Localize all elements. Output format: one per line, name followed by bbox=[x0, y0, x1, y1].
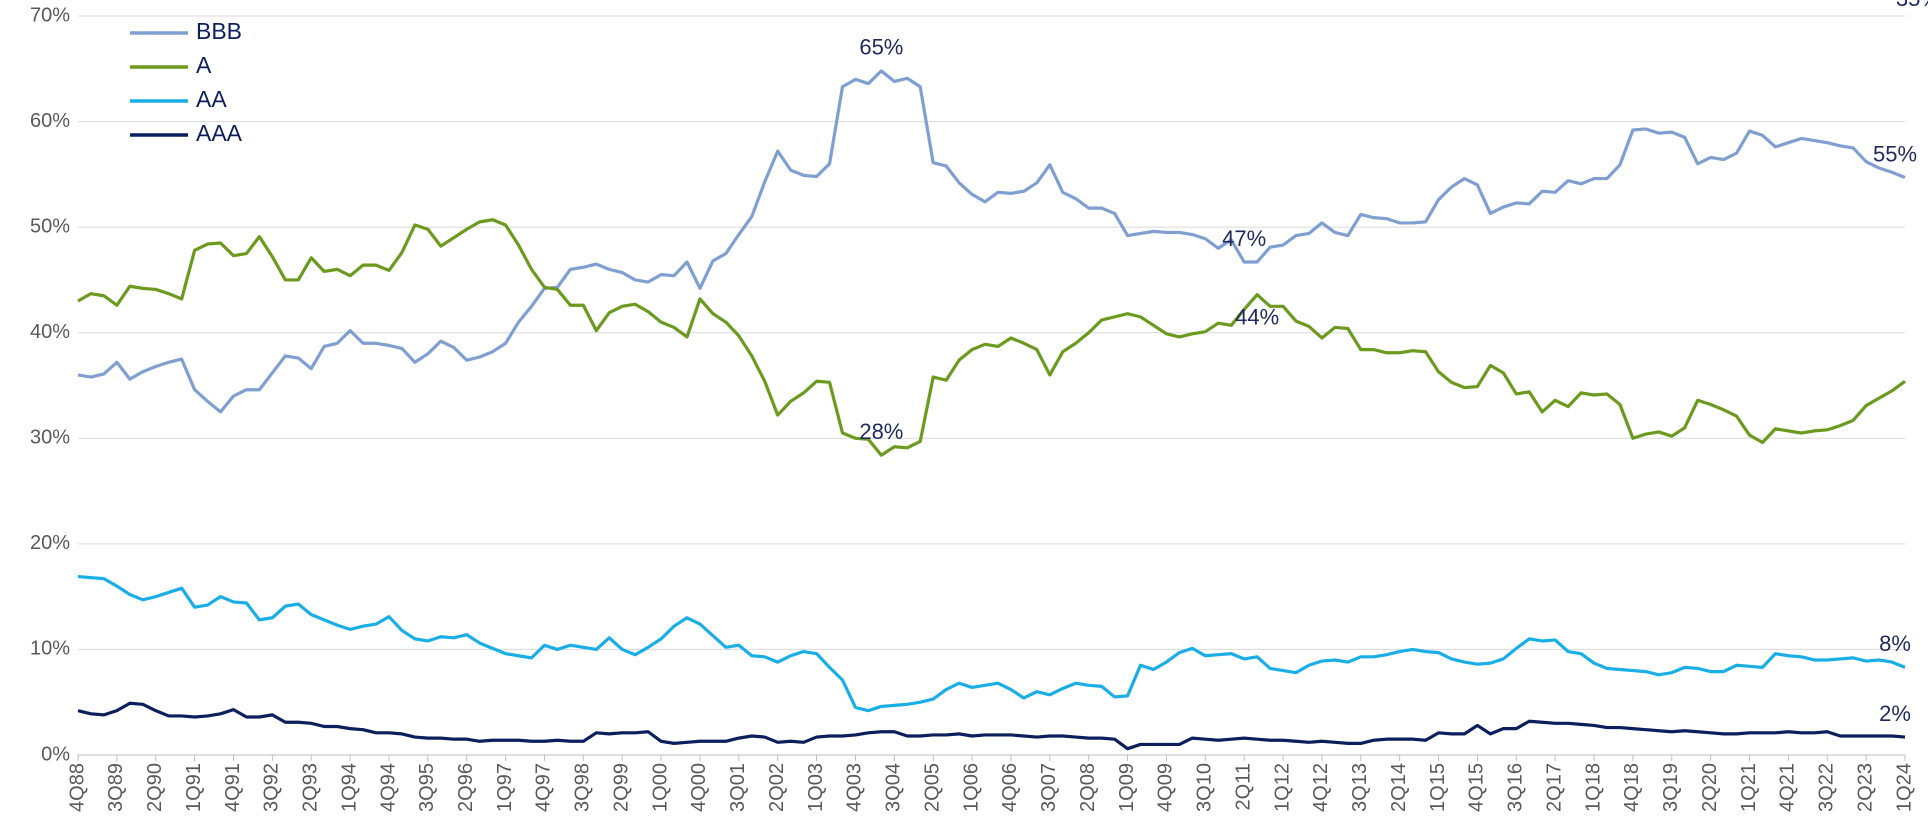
x-tick-label: 4Q00 bbox=[688, 763, 710, 812]
x-tick-label: 2Q17 bbox=[1543, 763, 1565, 812]
legend-label: AAA bbox=[196, 120, 243, 146]
value-label: 44% bbox=[1235, 305, 1279, 330]
y-tick-label: 50% bbox=[30, 215, 70, 237]
x-tick-label: 2Q90 bbox=[144, 763, 166, 812]
series-line bbox=[77, 574, 1906, 713]
x-tick-label: 4Q97 bbox=[533, 763, 555, 812]
x-tick-label: 3Q95 bbox=[416, 763, 438, 812]
x-tick-label: 4Q18 bbox=[1621, 763, 1643, 812]
x-tick-label: 3Q13 bbox=[1349, 763, 1371, 812]
value-label: 65% bbox=[859, 35, 903, 60]
x-tick-label: 4Q03 bbox=[844, 763, 866, 812]
x-tick-label: 2Q02 bbox=[766, 763, 788, 812]
x-tick-label: 1Q21 bbox=[1738, 763, 1760, 812]
x-tick-label: 4Q12 bbox=[1310, 763, 1332, 812]
x-tick-label: 4Q94 bbox=[377, 763, 399, 812]
legend-label: AA bbox=[196, 86, 227, 112]
x-tick-label: 3Q19 bbox=[1660, 763, 1682, 812]
x-tick-label: 2Q93 bbox=[300, 763, 322, 812]
y-tick-label: 30% bbox=[30, 427, 70, 449]
value-label: 35% bbox=[1896, 0, 1928, 11]
x-tick-label: 2Q23 bbox=[1854, 763, 1876, 812]
x-tick-label: 4Q21 bbox=[1777, 763, 1799, 812]
x-tick-label: 1Q03 bbox=[805, 763, 827, 812]
x-tick-label: 2Q14 bbox=[1388, 763, 1410, 812]
value-label: 28% bbox=[859, 419, 903, 444]
series-line bbox=[77, 218, 1906, 457]
value-label: 55% bbox=[1873, 141, 1917, 166]
x-tick-label: 1Q18 bbox=[1582, 763, 1604, 812]
x-tick-label: 2Q20 bbox=[1699, 763, 1721, 812]
y-tick-label: 60% bbox=[30, 110, 70, 132]
x-tick-label: 2Q99 bbox=[610, 763, 632, 812]
x-tick-label: 1Q91 bbox=[183, 763, 205, 812]
series-line bbox=[77, 69, 1906, 414]
x-tick-label: 1Q09 bbox=[1116, 763, 1138, 812]
x-tick-label: 3Q07 bbox=[1038, 763, 1060, 812]
x-tick-label: 2Q11 bbox=[1232, 763, 1254, 810]
x-tick-label: 3Q92 bbox=[261, 763, 283, 812]
x-tick-label: 3Q04 bbox=[883, 763, 905, 812]
x-tick-label: 3Q22 bbox=[1816, 763, 1838, 812]
x-tick-label: 1Q06 bbox=[960, 763, 982, 812]
x-tick-label: 4Q06 bbox=[999, 763, 1021, 812]
value-label: 2% bbox=[1879, 701, 1911, 726]
x-tick-label: 1Q00 bbox=[649, 763, 671, 812]
y-tick-label: 70% bbox=[30, 4, 70, 26]
legend-label: A bbox=[196, 52, 212, 78]
x-tick-label: 1Q94 bbox=[338, 763, 360, 812]
x-tick-label: 2Q96 bbox=[455, 763, 477, 812]
x-tick-label: 3Q98 bbox=[572, 763, 594, 812]
x-tick-label: 3Q16 bbox=[1505, 763, 1527, 812]
y-tick-label: 0% bbox=[41, 743, 70, 765]
x-tick-label: 1Q24 bbox=[1893, 763, 1915, 812]
y-tick-label: 20% bbox=[30, 532, 70, 554]
x-tick-label: 4Q91 bbox=[222, 763, 244, 812]
x-tick-label: 1Q15 bbox=[1427, 763, 1449, 812]
x-tick-label: 4Q88 bbox=[66, 763, 88, 812]
legend-label: BBB bbox=[196, 18, 242, 44]
value-label: 47% bbox=[1222, 226, 1266, 251]
x-tick-label: 3Q89 bbox=[105, 763, 127, 812]
x-tick-label: 1Q12 bbox=[1271, 763, 1293, 812]
x-tick-label: 3Q01 bbox=[727, 763, 749, 812]
x-tick-label: 4Q15 bbox=[1466, 763, 1488, 812]
x-tick-label: 4Q09 bbox=[1155, 763, 1177, 812]
x-tick-label: 2Q08 bbox=[1077, 763, 1099, 812]
y-tick-label: 40% bbox=[30, 321, 70, 343]
series-line bbox=[77, 701, 1906, 751]
y-tick-label: 10% bbox=[30, 638, 70, 660]
x-tick-label: 1Q97 bbox=[494, 763, 516, 812]
x-tick-label: 3Q10 bbox=[1194, 763, 1216, 812]
x-tick-label: 2Q05 bbox=[921, 763, 943, 812]
value-label: 8% bbox=[1879, 631, 1911, 656]
